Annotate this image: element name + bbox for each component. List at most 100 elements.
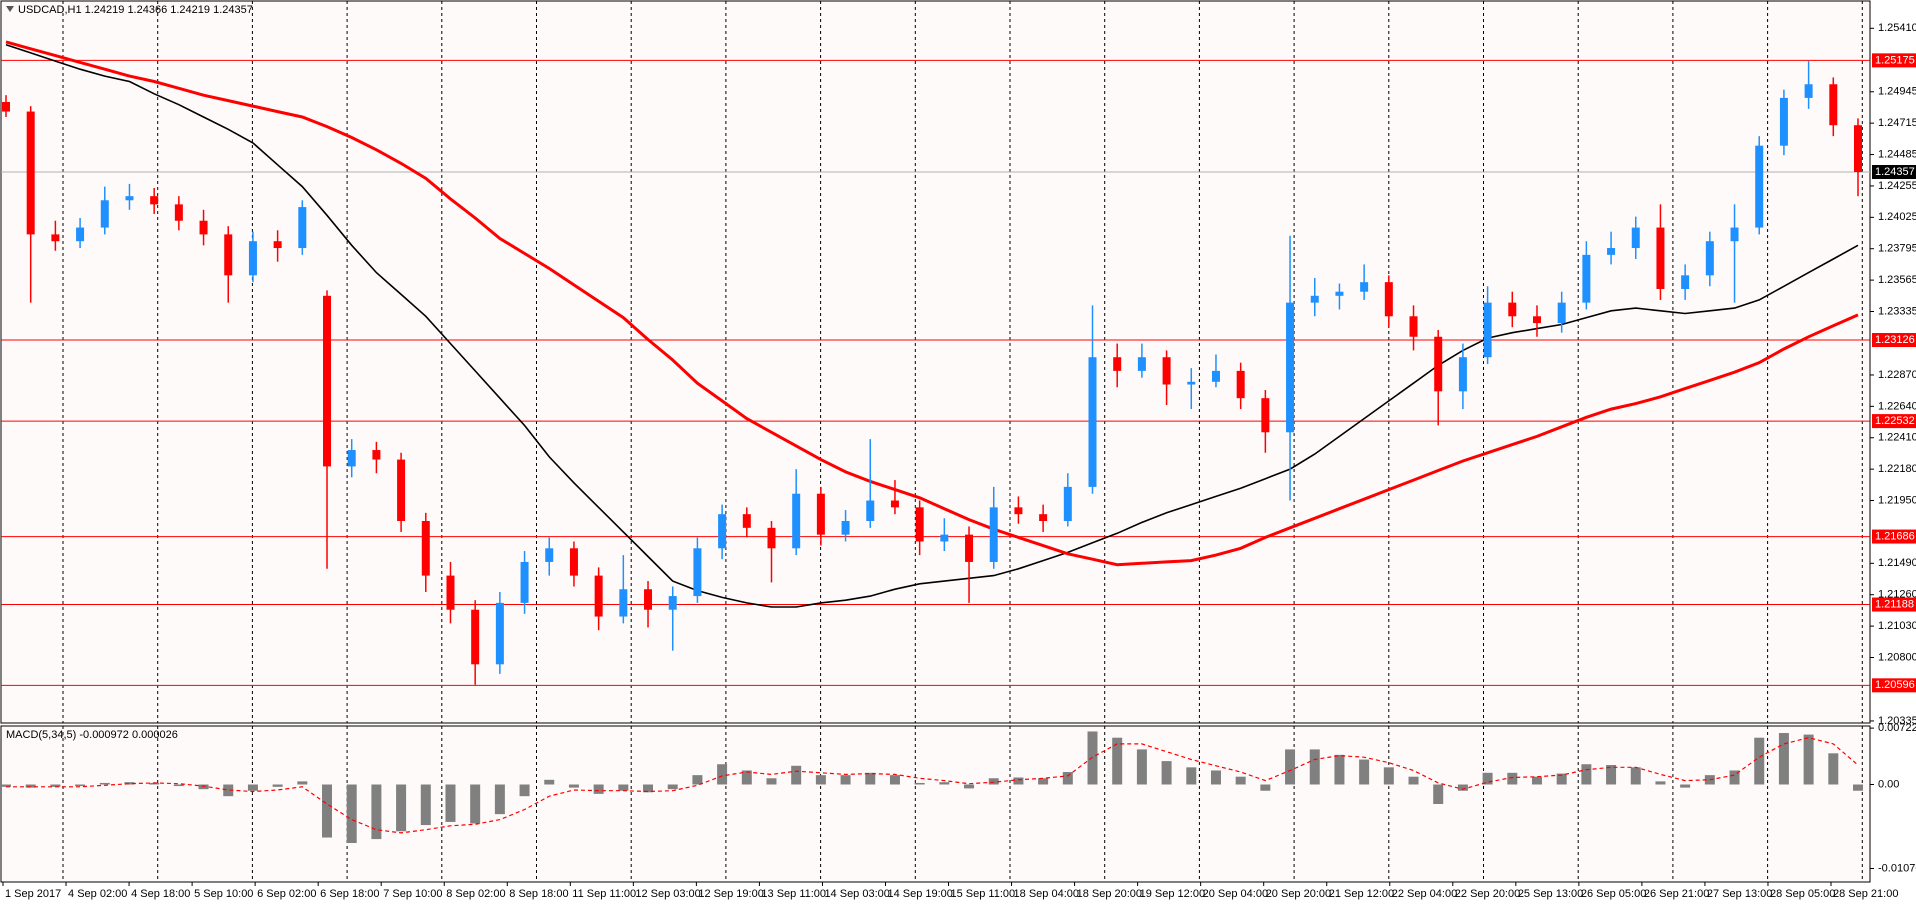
x-tick-label: 6 Sep 18:00 xyxy=(320,888,379,900)
x-tick-label: 5 Sep 10:00 xyxy=(194,888,253,900)
candle-body xyxy=(51,234,60,242)
macd-y-tick-label: 0.00 xyxy=(1878,778,1899,790)
candle-body xyxy=(1607,248,1616,255)
macd-y-tick-label: -0.010768 xyxy=(1878,862,1916,874)
candle-body xyxy=(174,204,183,221)
candle-body xyxy=(347,450,356,467)
macd-bar xyxy=(1606,765,1617,785)
y-tick-label: 1.22640 xyxy=(1878,400,1916,412)
candle-body xyxy=(1162,357,1171,385)
candle-body xyxy=(1236,370,1245,399)
candle-body xyxy=(1113,357,1122,371)
candle-body xyxy=(1483,302,1492,358)
macd-bar xyxy=(149,782,160,785)
y-tick-label: 1.24025 xyxy=(1878,211,1916,223)
macd-bar xyxy=(964,784,975,789)
macd-bar xyxy=(1285,749,1296,785)
candle-body xyxy=(1705,241,1714,276)
candle-body xyxy=(989,507,998,562)
macd-bar xyxy=(1,784,11,787)
candle-body xyxy=(1458,357,1467,392)
candle-body xyxy=(397,459,406,522)
candle-body xyxy=(150,196,159,205)
macd-bar xyxy=(297,781,308,785)
candle-body xyxy=(1014,507,1023,515)
macd-bar xyxy=(544,779,555,785)
y-tick-label: 1.22870 xyxy=(1878,369,1916,381)
candle-body xyxy=(1286,302,1295,433)
candle-body xyxy=(1681,275,1690,289)
macd-bar xyxy=(1186,767,1197,785)
chart-title: USDCAD,H1 1.24219 1.24366 1.24219 1.2435… xyxy=(18,4,253,16)
candle-body xyxy=(125,196,134,201)
macd-bar xyxy=(766,778,777,785)
candle-body xyxy=(545,548,554,562)
candle-body xyxy=(446,575,455,610)
macd-bar xyxy=(815,775,826,785)
y-tick-label: 1.24715 xyxy=(1878,117,1916,129)
macd-bar xyxy=(939,782,950,785)
macd-bar xyxy=(1359,759,1370,785)
macd-bar xyxy=(173,784,184,787)
x-tick-label: 6 Sep 02:00 xyxy=(257,888,316,900)
candle-body xyxy=(1532,316,1541,324)
x-tick-label: 13 Sep 11:00 xyxy=(761,888,826,900)
x-tick-label: 20 Sep 04:00 xyxy=(1203,888,1268,900)
candle-body xyxy=(1384,282,1393,317)
candle-body xyxy=(248,241,257,276)
candle-body xyxy=(890,500,899,508)
macd-bar xyxy=(420,784,431,826)
candle-body xyxy=(495,602,504,665)
macd-title: MACD(5,34,5) -0.000972 0.000026 xyxy=(6,729,178,741)
candle-body xyxy=(940,534,949,542)
candle-body xyxy=(1730,227,1739,242)
x-tick-label: 7 Sep 10:00 xyxy=(383,888,442,900)
macd-bar xyxy=(1754,737,1765,785)
candle-body xyxy=(742,514,751,528)
macd-bar xyxy=(124,782,135,785)
candle-body xyxy=(1656,227,1665,289)
macd-bar xyxy=(840,775,851,785)
x-tick-label: 14 Sep 03:00 xyxy=(824,888,889,900)
x-tick-label: 27 Sep 13:00 xyxy=(1707,888,1772,900)
macd-bar xyxy=(247,784,258,791)
current-price-label: 1.24357 xyxy=(1875,166,1915,178)
y-tick-label: 1.21950 xyxy=(1878,494,1916,506)
level-label: 1.21188 xyxy=(1875,598,1914,610)
candle-body xyxy=(816,493,825,535)
candle-body xyxy=(594,575,603,617)
macd-bar xyxy=(1531,776,1542,785)
moving-average xyxy=(5,40,1859,567)
macd-bar xyxy=(1334,754,1345,785)
macd-bar xyxy=(1235,776,1246,785)
candle-body xyxy=(1854,125,1862,173)
y-tick-label: 1.22410 xyxy=(1878,432,1916,444)
macd-bar xyxy=(75,784,86,787)
y-tick-label: 1.24485 xyxy=(1878,148,1916,160)
macd-bar xyxy=(1482,772,1493,785)
candle-body xyxy=(1310,295,1319,303)
candle-body xyxy=(1557,302,1566,324)
macd-bar xyxy=(717,764,728,785)
candle-body xyxy=(2,101,10,112)
candle-body xyxy=(1039,514,1048,522)
macd-bar xyxy=(1457,784,1468,791)
macd-bar xyxy=(618,784,629,791)
macd-bar xyxy=(914,782,925,785)
y-tick-label: 1.21490 xyxy=(1878,557,1916,569)
macd-bar xyxy=(1828,753,1839,785)
candle-body xyxy=(273,241,282,249)
macd-bar xyxy=(1383,767,1394,785)
candle-body xyxy=(1582,254,1591,303)
candle-body xyxy=(100,200,109,228)
candle-body xyxy=(841,521,850,535)
macd-bar xyxy=(1853,784,1863,791)
candle-body xyxy=(76,227,85,242)
candle-body xyxy=(1779,97,1788,146)
macd-bar xyxy=(1680,784,1691,788)
macd-bar xyxy=(50,784,61,787)
candle-body xyxy=(792,493,801,549)
candle-body xyxy=(693,548,702,597)
macd-bar xyxy=(519,784,530,797)
y-tick-label: 1.25410 xyxy=(1878,22,1916,34)
